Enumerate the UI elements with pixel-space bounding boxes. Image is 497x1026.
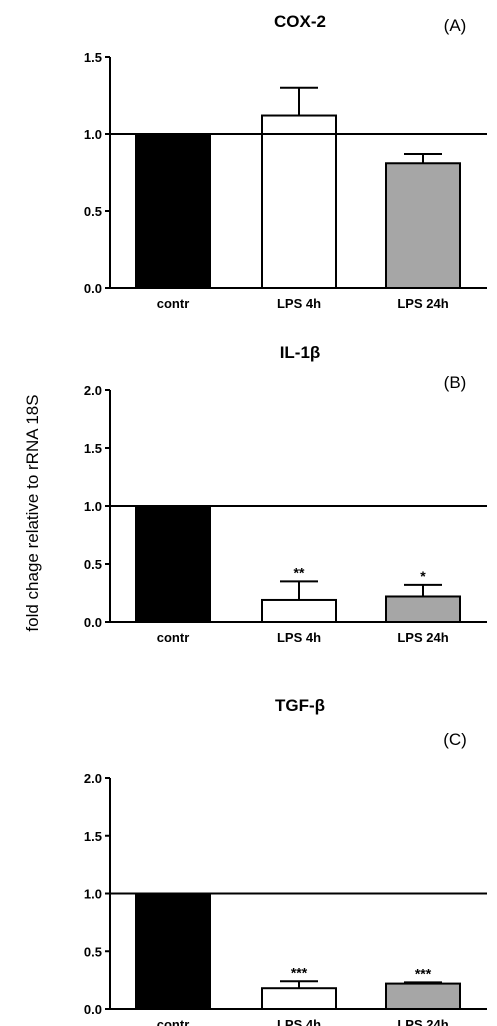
panel-c-panel-label: (C): [443, 730, 467, 749]
panel-b-significance-2: **: [294, 564, 305, 580]
panel-b-y-tick-label-5: 2.0: [84, 383, 102, 398]
panel-a-category-label-2: LPS 4h: [277, 296, 321, 311]
panel-b-y-tick-label-3: 1.0: [84, 499, 102, 514]
panel-a-bar-1: [135, 133, 211, 289]
panel-c-title: TGF-β: [275, 696, 325, 715]
panel-a-bar-3: [385, 162, 461, 289]
panel-b-y-tick-label-1: 0.0: [84, 615, 102, 630]
panel-c-y-tick-label-2: 0.5: [84, 944, 102, 959]
panel-c-category-label-3: LPS 24h: [397, 1017, 448, 1026]
panel-c-bar-2: [261, 987, 337, 1011]
panel-c-bar-3: [385, 982, 461, 1011]
panel-c-category-label-2: LPS 4h: [277, 1017, 321, 1026]
panel-b-category-label-2: LPS 4h: [277, 630, 321, 645]
panel-a-y-tick-label-3: 1.0: [84, 127, 102, 142]
panel-b-y-tick-label-4: 1.5: [84, 441, 102, 456]
panel-b-bar-3: [385, 595, 461, 623]
panel-b-bar-2: [261, 598, 337, 624]
panel-b-category-label-1: contr: [157, 630, 190, 645]
shared-y-axis-label: fold chage relative to rRNA 18S: [23, 394, 42, 631]
panel-b-category-label-3: LPS 24h: [397, 630, 448, 645]
panel-a-category-label-1: contr: [157, 296, 190, 311]
panel-c-y-tick-label-5: 2.0: [84, 771, 102, 786]
panel-c-category-label-1: contr: [157, 1017, 190, 1026]
panel-b-title: IL-1β: [280, 343, 321, 362]
panel-c-y-tick-label-1: 0.0: [84, 1002, 102, 1017]
panel-a-bar-2: [261, 114, 337, 289]
panel-a-title: COX-2: [274, 12, 326, 31]
panel-c-significance-2: ***: [291, 964, 308, 980]
panel-a-panel-label: (A): [444, 16, 467, 35]
panel-c-y-tick-label-3: 1.0: [84, 887, 102, 902]
panel-b-significance-3: *: [420, 568, 426, 584]
panel-a-y-tick-label-2: 0.5: [84, 204, 102, 219]
panel-b-bar-1: [135, 505, 211, 623]
panel-c-significance-3: ***: [415, 965, 432, 981]
panel-a-category-label-3: LPS 24h: [397, 296, 448, 311]
panel-a-y-tick-label-4: 1.5: [84, 50, 102, 65]
panel-b-y-tick-label-2: 0.5: [84, 557, 102, 572]
panel-c-y-tick-label-4: 1.5: [84, 829, 102, 844]
panel-c-bar-1: [135, 892, 211, 1010]
panel-b-panel-label: (B): [444, 373, 467, 392]
panel-a-y-tick-label-1: 0.0: [84, 281, 102, 296]
